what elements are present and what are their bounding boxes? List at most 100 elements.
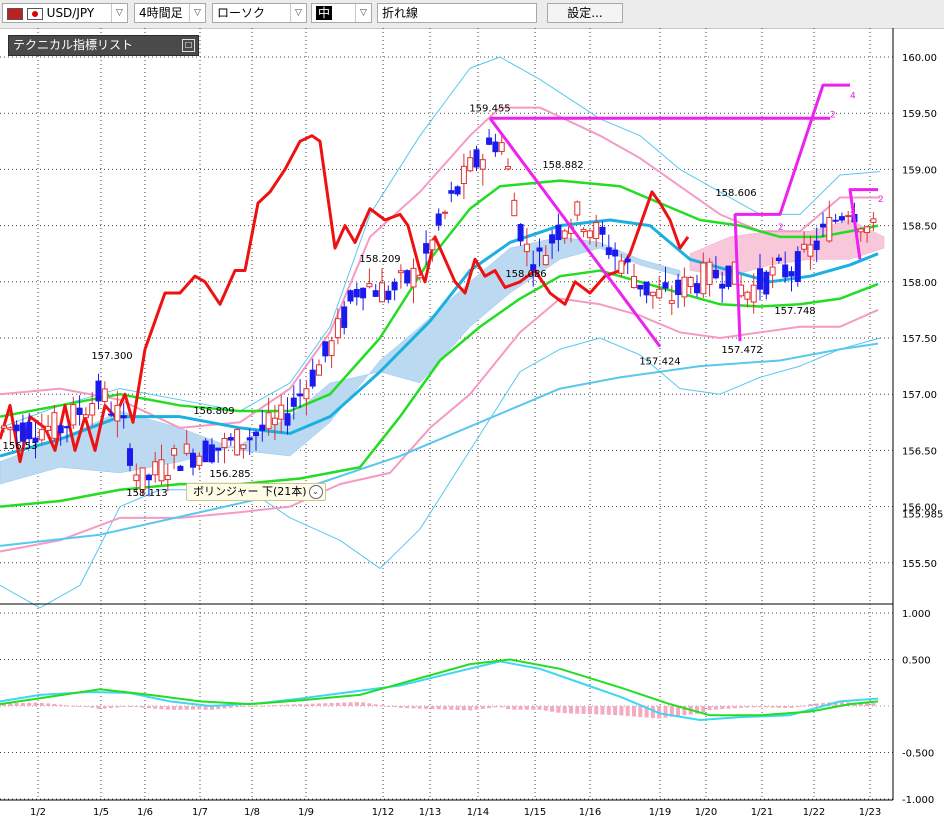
price-annotation: 157.748 [774,306,815,317]
macd-bar [745,706,750,708]
candle-body [725,265,732,287]
zigzag-label: 2 [878,195,884,205]
candle-body [523,243,530,253]
candle-body [1,425,7,429]
candle-body [700,262,707,295]
macd-tick-label: 0.500 [902,656,931,667]
macd-bar [83,706,88,707]
candle-body [694,283,700,294]
candle-body [442,211,448,214]
candle-body [76,407,83,415]
price-annotation: 157.472 [721,345,762,356]
candle-body [240,444,247,450]
date-tick-label: 1/12 [372,807,394,818]
macd-bar [77,706,82,707]
candle-body [190,452,196,468]
candle-body [32,437,39,443]
macd-bar [663,706,668,718]
candlesticks [1,128,877,497]
symbol-select[interactable]: USD/JPY ▽ [2,3,128,23]
candle-body [177,465,184,471]
price-chart[interactable]: 160.00 159.50 159.00 158.50 158.00 157.50 157.… [0,28,944,820]
candle-body [820,223,826,228]
candle-body [794,251,801,282]
settings-button[interactable]: 設定... [547,3,623,23]
candle-body [599,226,606,235]
macd-bar [461,706,466,711]
macd-bar [531,706,536,710]
macd-bar [676,706,681,716]
macd-bar [543,706,548,711]
date-tick-label: 1/14 [467,807,489,818]
macd-bar [537,706,542,710]
panel-title: テクニカル指標リスト [13,38,134,52]
candle-body [95,380,102,402]
candle-body [278,404,285,420]
bollinger-lower-inner-line [0,297,879,553]
date-tick-label: 1/19 [649,807,671,818]
size-select[interactable]: 中 ▽ [311,3,372,23]
candle-body [870,218,877,223]
chevron-down-icon: ▽ [189,4,205,22]
candle-body [234,429,241,456]
macd-bar [524,706,529,710]
macd-bar [562,706,567,714]
candle-body [89,403,96,416]
macd-bar [814,703,819,706]
macd-bar [27,702,32,706]
macd-bar [739,706,744,708]
macd-bar [291,704,296,706]
macd-bar [146,706,151,709]
candle-body [486,137,493,145]
candle-body [744,291,751,300]
macd-bar [354,702,359,706]
indicator-list-panel[interactable]: テクニカル指標リスト □ [8,35,199,56]
candle-body [712,269,719,279]
candle-body [158,459,165,482]
candle-body [845,215,852,218]
line-type-field[interactable]: 折れ線 [377,3,537,23]
price-tick-label: 158.00 [902,278,937,289]
macd-bar [821,702,825,706]
candle-body [13,424,20,432]
macd-bar [455,706,460,711]
macd-bar [329,702,334,706]
macd-bar [587,706,592,715]
candle-body [454,186,461,195]
candle-body [227,437,234,441]
candle-body [127,448,133,466]
candle-body [687,276,694,287]
macd-bar [808,704,813,706]
candle-body [139,467,146,491]
candle-body [385,290,392,300]
candle-body [801,243,808,250]
candle-body [423,243,430,254]
candle-body [662,282,669,289]
macd-bar [600,706,605,715]
candle-body [416,274,423,279]
macd-bar [644,706,649,718]
macd-bar [695,706,699,714]
chart-type-select[interactable]: ローソク ▽ [212,3,307,23]
macd-bar [20,702,25,706]
flag-icon [7,7,23,20]
bollinger-lower-outer-line [0,337,881,609]
macd-bar [14,702,19,706]
macd-bar [436,706,441,710]
candle-body [410,267,417,288]
candle-body [70,404,77,426]
candle-body [196,455,203,466]
macd-bar [776,706,781,708]
candle-body [838,216,845,221]
restore-icon[interactable]: □ [182,39,195,52]
macd-bar [518,706,523,710]
macd-bar [216,706,221,710]
date-tick-label: 1/6 [137,807,153,818]
macd-bar [46,703,51,706]
macd-bar [191,706,195,710]
chevron-down-icon[interactable]: ⌄ [308,485,323,499]
price-annotation: 157.424 [639,356,680,367]
macd-bar [839,701,844,706]
timeframe-select[interactable]: 4時間足 ▽ [134,3,206,23]
zigzag-line-5 [848,188,878,260]
